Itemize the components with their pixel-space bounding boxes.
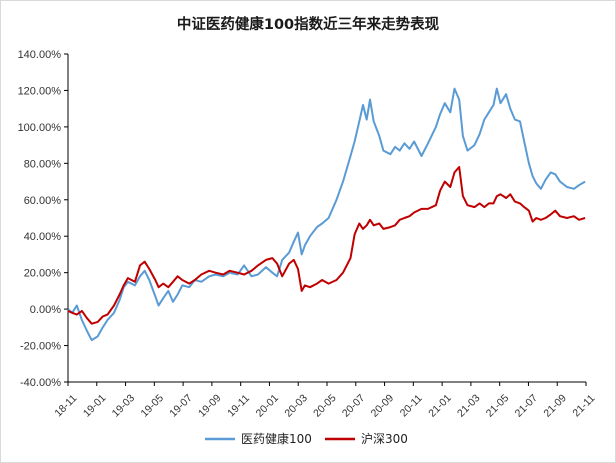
- x-tick-label: 21-05: [484, 392, 512, 420]
- y-tick-label: 80.00%: [24, 158, 62, 170]
- legend: 医药健康100 沪深300: [205, 431, 408, 446]
- x-tick-label: 21-11: [570, 392, 597, 419]
- series-layer: [67, 87, 586, 342]
- x-tick-label: 19-01: [81, 392, 109, 420]
- y-tick-label: -20.00%: [20, 341, 61, 353]
- chart-title: 中证医药健康100指数近三年来走势表现: [176, 17, 440, 33]
- x-tick-label: 19-09: [196, 392, 224, 420]
- y-tick-label: 40.00%: [24, 231, 62, 243]
- x-tick-label: 21-09: [541, 392, 569, 420]
- x-tick-label: 19-11: [225, 392, 252, 419]
- series-line-0: [67, 87, 586, 342]
- legend-label: 沪深300: [361, 432, 408, 446]
- x-tick-label: 20-01: [254, 392, 282, 420]
- x-tick-label: 20-11: [398, 392, 425, 419]
- y-tick-label: 100.00%: [18, 122, 62, 134]
- axes: 140.00% 120.00% 100.00% 80.00% 60.00% 40.00% 2…: [18, 49, 598, 420]
- series-line-1: [67, 166, 586, 325]
- x-tick-label: 20-05: [311, 392, 339, 420]
- x-tick-label: 19-05: [138, 392, 166, 420]
- x-tick-label: 19-03: [110, 392, 138, 420]
- y-tick-label: 60.00%: [24, 195, 62, 207]
- y-tick-label: -40.00%: [20, 377, 61, 389]
- x-tick-label: 21-03: [455, 392, 483, 420]
- x-tick-label: 20-07: [340, 392, 368, 420]
- x-tick-label: 18-11: [52, 392, 79, 419]
- y-tick-label: 120.00%: [18, 85, 62, 97]
- x-tick-label: 20-03: [282, 392, 310, 420]
- legend-item: 沪深300: [325, 432, 408, 446]
- legend-label: 医药健康100: [241, 431, 312, 446]
- y-tick-label: 140.00%: [18, 49, 62, 61]
- y-tick-label: 20.00%: [24, 268, 62, 280]
- x-tick-label: 21-01: [426, 392, 454, 420]
- x-tick-label: 21-07: [513, 392, 541, 420]
- legend-item: 医药健康100: [205, 431, 312, 446]
- y-tick-label: 0.00%: [30, 304, 61, 316]
- x-tick-label: 19-07: [167, 392, 195, 420]
- x-tick-label: 20-09: [369, 392, 397, 420]
